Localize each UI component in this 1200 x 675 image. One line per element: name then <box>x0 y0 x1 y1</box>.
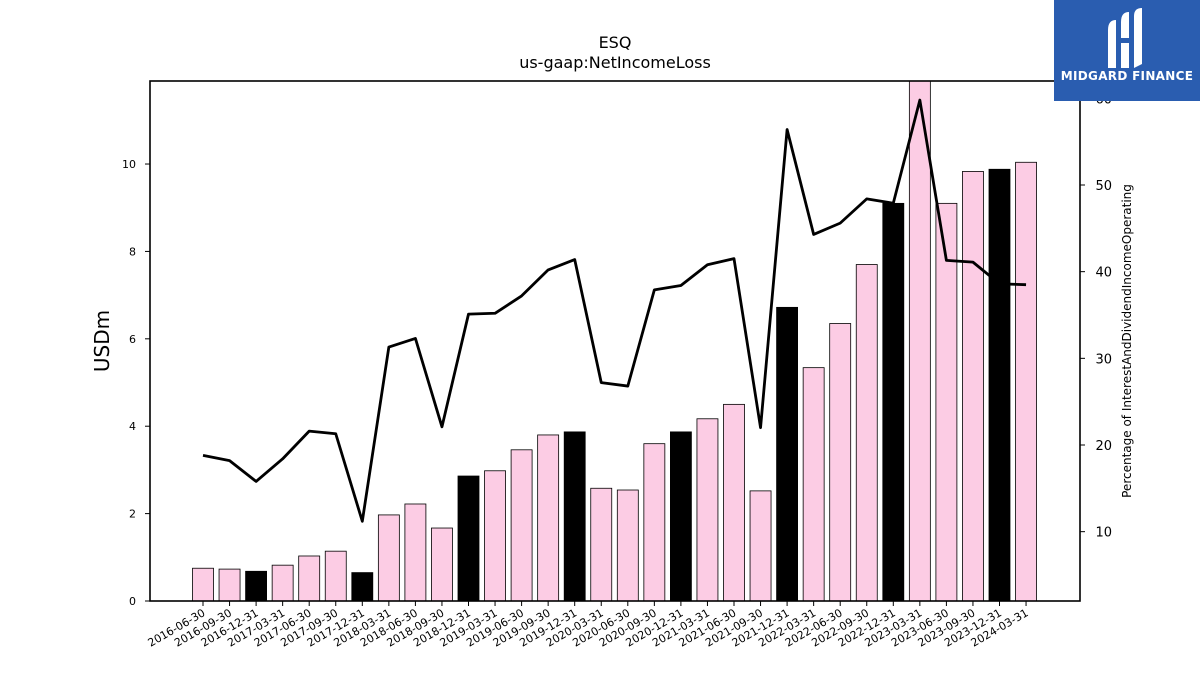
bar-2019-06-30 <box>510 449 533 602</box>
bar-2020-06-30 <box>616 489 639 602</box>
bar-2016-12-31 <box>245 570 268 602</box>
bar-2019-09-30 <box>537 434 560 602</box>
bar-2023-03-31 <box>908 80 931 602</box>
bar-2018-12-31 <box>457 475 480 602</box>
line-series <box>202 98 1027 523</box>
y2-tick-label: 10 <box>1095 526 1112 541</box>
bar-2018-09-30 <box>431 527 453 602</box>
plot-frame <box>149 80 1081 602</box>
bar-2019-12-31 <box>563 431 586 602</box>
brand-logo: MIDGARD FINANCE <box>1054 0 1200 101</box>
bar-2018-03-31 <box>377 514 400 602</box>
x-axis: 2016-06-302016-09-302016-12-312017-03-31… <box>146 601 1031 650</box>
y2-axis-label: Percentage of InterestAndDividendIncomeO… <box>1120 184 1134 498</box>
bar-2022-09-30 <box>855 264 878 602</box>
logo-mark-icon <box>1108 8 1142 68</box>
bar-2016-09-30 <box>218 568 241 602</box>
y2-tick-label: 20 <box>1095 439 1112 454</box>
bar-2017-03-31 <box>271 564 294 602</box>
y-tick-label: 8 <box>129 245 136 258</box>
bar-2021-09-30 <box>749 490 772 602</box>
bar-2016-06-30 <box>192 567 214 602</box>
bar-2020-09-30 <box>643 443 666 602</box>
bar-2019-03-31 <box>484 470 506 602</box>
bar-2018-06-30 <box>404 503 427 602</box>
bar-2023-06-30 <box>935 202 958 602</box>
bar-2023-12-31 <box>988 168 1011 602</box>
logo-text: MIDGARD FINANCE <box>1060 69 1194 83</box>
y-tick-label: 0 <box>129 595 136 608</box>
bar-2024-03-31 <box>1015 161 1037 602</box>
bars-group <box>192 80 1037 602</box>
y-axis: 0 2 4 6 8 10 <box>122 158 150 608</box>
y2-tick-label: 30 <box>1095 352 1112 367</box>
y-tick-label: 10 <box>122 158 136 171</box>
chart-title: ESQ <box>599 33 632 52</box>
bar-2023-09-30 <box>962 171 984 602</box>
bar-2022-06-30 <box>829 323 852 602</box>
y2-tick-label: 40 <box>1095 266 1112 281</box>
chart-subtitle: us-gaap:NetIncomeLoss <box>519 53 711 72</box>
bar-2021-06-30 <box>723 403 745 602</box>
bar-2017-12-31 <box>351 572 374 602</box>
line-series-group <box>202 98 1027 523</box>
bar-2017-06-30 <box>298 555 321 602</box>
y-tick-label: 4 <box>129 420 136 433</box>
y2-axis: 102030405060 <box>1080 92 1112 541</box>
bar-2020-03-31 <box>590 487 613 602</box>
bar-2020-12-31 <box>670 431 692 602</box>
bar-2021-03-31 <box>696 418 719 602</box>
bar-2017-09-30 <box>324 550 347 602</box>
y2-tick-label: 50 <box>1095 179 1112 194</box>
y-tick-label: 6 <box>129 333 136 346</box>
bar-2022-03-31 <box>802 367 825 602</box>
bar-2022-12-31 <box>882 202 905 602</box>
y-tick-label: 2 <box>129 508 136 521</box>
bar-2021-12-31 <box>776 306 798 602</box>
y-axis-label: USDm <box>90 310 114 372</box>
